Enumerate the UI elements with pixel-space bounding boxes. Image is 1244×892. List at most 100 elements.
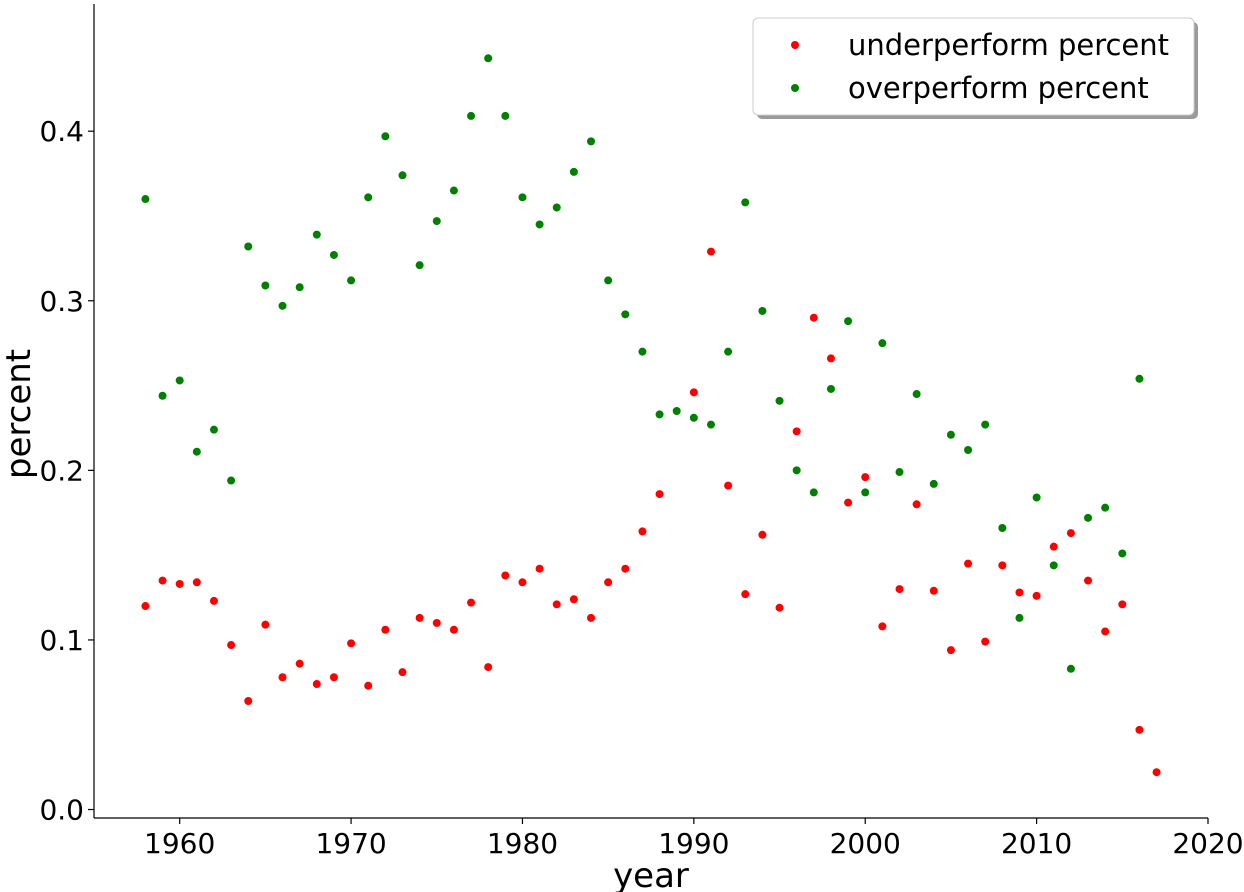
overperform-point xyxy=(552,203,561,212)
x-tick-label: 1980 xyxy=(487,827,558,860)
underperform-point xyxy=(1118,600,1127,609)
underperform-point xyxy=(192,578,201,587)
overperform-point xyxy=(912,390,921,399)
overperform-point xyxy=(329,250,338,259)
underperform-point xyxy=(364,681,373,690)
x-tick-label: 2000 xyxy=(830,827,901,860)
legend-marker-overperform xyxy=(791,84,799,92)
overperform-point xyxy=(792,466,801,475)
overperform-point xyxy=(946,430,955,439)
overperform-point xyxy=(484,54,493,63)
underperform-point xyxy=(329,673,338,682)
underperform-point xyxy=(518,578,527,587)
overperform-point xyxy=(878,339,887,348)
overperform-point xyxy=(775,396,784,405)
underperform-point xyxy=(569,595,578,604)
underperform-point xyxy=(604,578,613,587)
underperform-point xyxy=(1084,576,1093,585)
data-points xyxy=(141,54,1161,777)
x-tick-label: 2010 xyxy=(1001,827,1072,860)
underperform-point xyxy=(295,659,304,668)
legend-box xyxy=(752,17,1195,116)
overperform-point xyxy=(175,376,184,385)
underperform-point xyxy=(501,571,510,580)
overperform-point xyxy=(244,242,253,251)
overperform-point xyxy=(964,446,973,455)
overperform-point xyxy=(535,220,544,229)
y-tick-label: 0.4 xyxy=(39,115,84,148)
underperform-point xyxy=(861,473,870,482)
underperform-point xyxy=(261,620,270,629)
overperform-point xyxy=(895,468,904,477)
underperform-point xyxy=(347,639,356,648)
underperform-point xyxy=(878,622,887,631)
underperform-point xyxy=(227,641,236,650)
overperform-point xyxy=(826,384,835,393)
x-ticks: 1960 1970 1980 1990 2000 2010 2020 xyxy=(144,818,1244,860)
overperform-point xyxy=(1049,561,1058,570)
x-axis-label: year xyxy=(613,856,689,892)
underperform-point xyxy=(1032,591,1041,600)
underperform-point xyxy=(1152,768,1161,777)
underperform-point xyxy=(484,663,493,672)
overperform-point xyxy=(569,167,578,176)
overperform-point xyxy=(1015,613,1024,622)
underperform-point xyxy=(175,579,184,588)
y-tick-label: 0.1 xyxy=(39,624,84,657)
underperform-point xyxy=(775,603,784,612)
underperform-point xyxy=(844,498,853,507)
overperform-point xyxy=(587,137,596,146)
underperform-point xyxy=(449,625,458,634)
overperform-point xyxy=(158,391,167,400)
underperform-point xyxy=(638,527,647,536)
underperform-point xyxy=(158,576,167,585)
overperform-point xyxy=(209,425,218,434)
underperform-point xyxy=(689,388,698,397)
overperform-point xyxy=(844,317,853,326)
overperform-point xyxy=(655,410,664,419)
legend-marker-underperform xyxy=(791,41,799,49)
overperform-point xyxy=(467,111,476,120)
overperform-point xyxy=(398,171,407,180)
overperform-point xyxy=(706,420,715,429)
overperform-point xyxy=(227,476,236,485)
underperform-point xyxy=(467,598,476,607)
underperform-point xyxy=(1101,627,1110,636)
overperform-point xyxy=(758,306,767,315)
underperform-point xyxy=(929,586,938,595)
x-tick-label: 1960 xyxy=(144,827,215,860)
axes xyxy=(93,4,1208,819)
underperform-point xyxy=(758,530,767,539)
underperform-point xyxy=(895,585,904,594)
underperform-point xyxy=(535,564,544,573)
y-ticks: 0.0 0.1 0.2 0.3 0.4 xyxy=(39,115,94,827)
overperform-point xyxy=(1084,513,1093,522)
overperform-point xyxy=(1032,493,1041,502)
overperform-point xyxy=(501,111,510,120)
underperform-point xyxy=(964,559,973,568)
underperform-point xyxy=(432,618,441,627)
overperform-point xyxy=(518,193,527,202)
underperform-point xyxy=(792,427,801,436)
underperform-point xyxy=(1066,529,1075,538)
overperform-point xyxy=(741,198,750,207)
underperform-point xyxy=(381,625,390,634)
legend-label-underperform: underperform percent xyxy=(848,28,1169,62)
underperform-point xyxy=(587,613,596,622)
y-tick-label: 0.0 xyxy=(39,794,84,827)
overperform-point xyxy=(1135,374,1144,383)
x-tick-label: 2020 xyxy=(1172,827,1243,860)
overperform-point xyxy=(278,301,287,310)
underperform-point xyxy=(1135,725,1144,734)
overperform-point xyxy=(347,276,356,285)
overperform-point xyxy=(381,132,390,141)
overperform-point xyxy=(998,524,1007,533)
legend-label-overperform: overperform percent xyxy=(848,71,1149,105)
underperform-point xyxy=(706,247,715,256)
underperform-point xyxy=(724,481,733,490)
overperform-point xyxy=(449,186,458,195)
overperform-point xyxy=(638,347,647,356)
overperform-point xyxy=(621,310,630,319)
underperform-point xyxy=(312,680,321,689)
overperform-point xyxy=(192,447,201,456)
